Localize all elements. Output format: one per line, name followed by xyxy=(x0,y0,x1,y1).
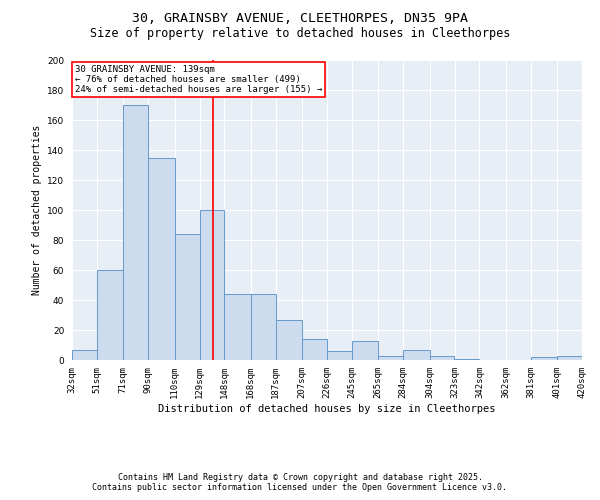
Text: 30, GRAINSBY AVENUE, CLEETHORPES, DN35 9PA: 30, GRAINSBY AVENUE, CLEETHORPES, DN35 9… xyxy=(132,12,468,26)
Text: Size of property relative to detached houses in Cleethorpes: Size of property relative to detached ho… xyxy=(90,28,510,40)
Bar xyxy=(378,356,403,360)
Bar xyxy=(175,234,199,360)
Text: Contains HM Land Registry data © Crown copyright and database right 2025.
Contai: Contains HM Land Registry data © Crown c… xyxy=(92,473,508,492)
Bar xyxy=(352,340,378,360)
Bar xyxy=(531,357,557,360)
Bar xyxy=(327,351,352,360)
Bar xyxy=(455,358,479,360)
Y-axis label: Number of detached properties: Number of detached properties xyxy=(32,125,41,295)
Bar xyxy=(123,105,148,360)
Bar xyxy=(403,350,430,360)
Bar xyxy=(97,270,123,360)
Bar xyxy=(199,210,224,360)
Bar xyxy=(148,158,175,360)
Bar xyxy=(72,350,97,360)
Text: 30 GRAINSBY AVENUE: 139sqm
← 76% of detached houses are smaller (499)
24% of sem: 30 GRAINSBY AVENUE: 139sqm ← 76% of deta… xyxy=(74,64,322,94)
Bar xyxy=(224,294,251,360)
Bar xyxy=(251,294,276,360)
Bar xyxy=(430,356,455,360)
Bar xyxy=(302,339,327,360)
Bar xyxy=(276,320,302,360)
Bar xyxy=(557,356,582,360)
X-axis label: Distribution of detached houses by size in Cleethorpes: Distribution of detached houses by size … xyxy=(158,404,496,414)
